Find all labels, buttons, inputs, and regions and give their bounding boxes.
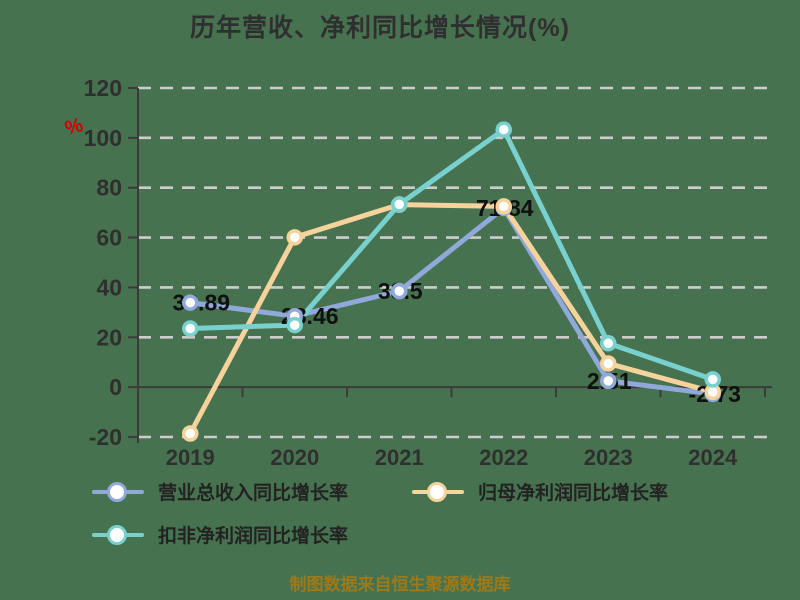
legend-item-deducted-net-profit-growth[interactable]: 扣非净利润同比增长率	[92, 521, 348, 548]
svg-text:33.89: 33.89	[172, 290, 230, 316]
legend-marker-teal	[92, 524, 144, 546]
chart-title: 历年营收、净利同比增长情况(%)	[190, 14, 570, 42]
line-chart-plot: 120 100 80 60 40 20 0 -20 2019 2020 2021 2022 2023 20…	[63, 75, 772, 470]
svg-text:2023: 2023	[584, 445, 633, 470]
legend-item-revenue-growth[interactable]: 营业总收入同比增长率	[92, 478, 348, 505]
svg-text:2021: 2021	[375, 445, 424, 470]
legend-marker-blue	[92, 481, 144, 503]
legend-label: 营业总收入同比增长率	[158, 483, 349, 504]
svg-text:120: 120	[84, 75, 122, 101]
svg-text:0: 0	[109, 374, 122, 400]
svg-text:80: 80	[96, 175, 122, 201]
svg-text:20: 20	[96, 324, 122, 350]
svg-text:40: 40	[96, 274, 122, 300]
legend-marker-orange	[412, 481, 464, 503]
legend-label: 扣非净利润同比增长率	[158, 526, 349, 547]
svg-text:2020: 2020	[270, 445, 319, 470]
svg-text:2022: 2022	[479, 445, 528, 470]
data-source-note: 制图数据来自恒生聚源数据库	[289, 575, 511, 594]
svg-text:100: 100	[84, 125, 122, 151]
svg-text:-20: -20	[89, 424, 122, 450]
svg-text:%: %	[63, 114, 86, 140]
legend-item-net-profit-growth[interactable]: 归母净利润同比增长率	[412, 478, 668, 505]
svg-text:2019: 2019	[166, 445, 215, 470]
svg-text:60: 60	[96, 225, 122, 251]
legend-label: 归母净利润同比增长率	[478, 483, 669, 504]
svg-text:2024: 2024	[688, 445, 738, 470]
